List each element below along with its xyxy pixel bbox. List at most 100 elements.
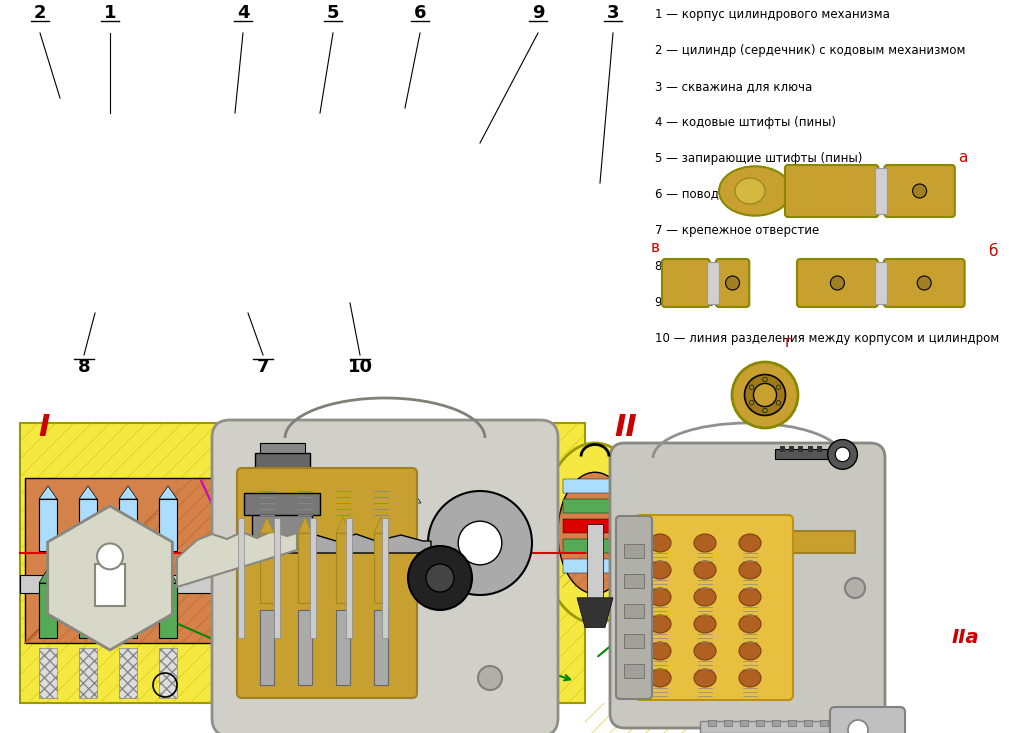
Circle shape [912, 184, 927, 198]
Text: 5 — запирающие штифты (пины): 5 — запирающие штифты (пины) [655, 152, 862, 165]
Ellipse shape [649, 642, 671, 660]
Text: а: а [958, 150, 968, 165]
Ellipse shape [694, 615, 716, 633]
Bar [298, 533, 312, 603]
Polygon shape [79, 568, 97, 583]
Polygon shape [335, 490, 353, 503]
Ellipse shape [649, 561, 671, 579]
Ellipse shape [649, 669, 671, 687]
Text: 3 — скважина для ключа: 3 — скважина для ключа [655, 80, 812, 93]
FancyBboxPatch shape [884, 259, 965, 307]
Ellipse shape [739, 534, 761, 552]
Bar [260, 610, 274, 685]
Text: 6 — поводок/купачок: 6 — поводок/купачок [655, 188, 787, 201]
Polygon shape [335, 568, 353, 583]
Bar [301, 503, 319, 551]
Bar [804, 720, 812, 726]
Bar [252, 503, 312, 541]
Polygon shape [159, 486, 177, 499]
Circle shape [836, 447, 850, 462]
Circle shape [428, 491, 532, 595]
Text: 10 — линия разделения между корпусом и цилиндром: 10 — линия разделения между корпусом и ц… [655, 332, 999, 345]
Polygon shape [119, 568, 137, 583]
Bar [267, 503, 285, 551]
Text: 8 — пружина: 8 — пружина [655, 260, 737, 273]
Bar [817, 446, 822, 452]
Text: 2 — цилиндр (сердечник) с кодовым механизмом: 2 — цилиндр (сердечник) с кодовым механи… [655, 44, 966, 57]
Bar [335, 583, 353, 638]
Bar [336, 533, 350, 603]
Bar [39, 583, 57, 638]
Bar [369, 648, 387, 698]
Circle shape [426, 564, 454, 592]
Text: 5: 5 [327, 4, 339, 22]
Polygon shape [301, 490, 319, 503]
Circle shape [458, 521, 502, 565]
Text: I: I [38, 413, 49, 442]
Text: 3: 3 [607, 4, 620, 22]
Bar [301, 583, 319, 638]
Polygon shape [159, 568, 177, 583]
Circle shape [744, 375, 785, 416]
Ellipse shape [694, 669, 716, 687]
Ellipse shape [694, 588, 716, 606]
Bar [244, 493, 319, 515]
Bar [563, 499, 627, 513]
Bar [635, 531, 855, 553]
Ellipse shape [739, 561, 761, 579]
Text: б: б [988, 244, 997, 259]
Bar [563, 539, 627, 553]
Bar [25, 478, 220, 643]
Polygon shape [286, 534, 431, 553]
Bar [79, 648, 97, 698]
Bar [159, 499, 177, 551]
Polygon shape [119, 486, 137, 499]
Ellipse shape [719, 166, 791, 216]
Ellipse shape [739, 669, 761, 687]
Bar [119, 648, 137, 698]
Bar [624, 544, 644, 558]
Text: 7 — крепежное отверстие: 7 — крепежное отверстие [655, 224, 819, 237]
Bar [772, 720, 780, 726]
Ellipse shape [694, 561, 716, 579]
Bar [876, 168, 888, 214]
FancyBboxPatch shape [716, 259, 750, 307]
Ellipse shape [649, 534, 671, 552]
Text: 9 — ключ: 9 — ключ [655, 296, 714, 309]
Ellipse shape [739, 642, 761, 660]
Bar [79, 583, 97, 638]
Bar [95, 564, 125, 606]
Circle shape [763, 377, 767, 382]
Polygon shape [267, 490, 285, 503]
Text: 1 — корпус цилиндрового механизма: 1 — корпус цилиндрового механизма [655, 8, 890, 21]
Bar [260, 533, 274, 603]
Circle shape [763, 408, 767, 413]
Text: 4 — кодовые штифты (пины): 4 — кодовые штифты (пины) [655, 116, 836, 129]
Circle shape [478, 666, 502, 690]
FancyBboxPatch shape [830, 707, 905, 733]
Bar [624, 634, 644, 648]
FancyBboxPatch shape [885, 165, 954, 217]
Bar [159, 648, 177, 698]
FancyBboxPatch shape [610, 443, 885, 728]
Bar [374, 533, 388, 603]
Bar [740, 720, 748, 726]
Bar [238, 518, 244, 638]
Circle shape [732, 362, 798, 428]
Bar [267, 583, 285, 638]
Bar [119, 583, 137, 638]
Ellipse shape [694, 534, 716, 552]
Bar [624, 604, 644, 618]
Ellipse shape [735, 178, 765, 204]
Bar [775, 449, 827, 460]
Bar [20, 423, 585, 703]
Bar [20, 575, 455, 593]
Bar [790, 446, 794, 452]
Bar [369, 583, 387, 638]
Bar [874, 262, 887, 304]
Circle shape [845, 578, 865, 598]
Text: 4: 4 [237, 4, 249, 22]
Text: 8: 8 [78, 358, 90, 376]
Circle shape [776, 385, 780, 389]
Polygon shape [298, 517, 312, 533]
